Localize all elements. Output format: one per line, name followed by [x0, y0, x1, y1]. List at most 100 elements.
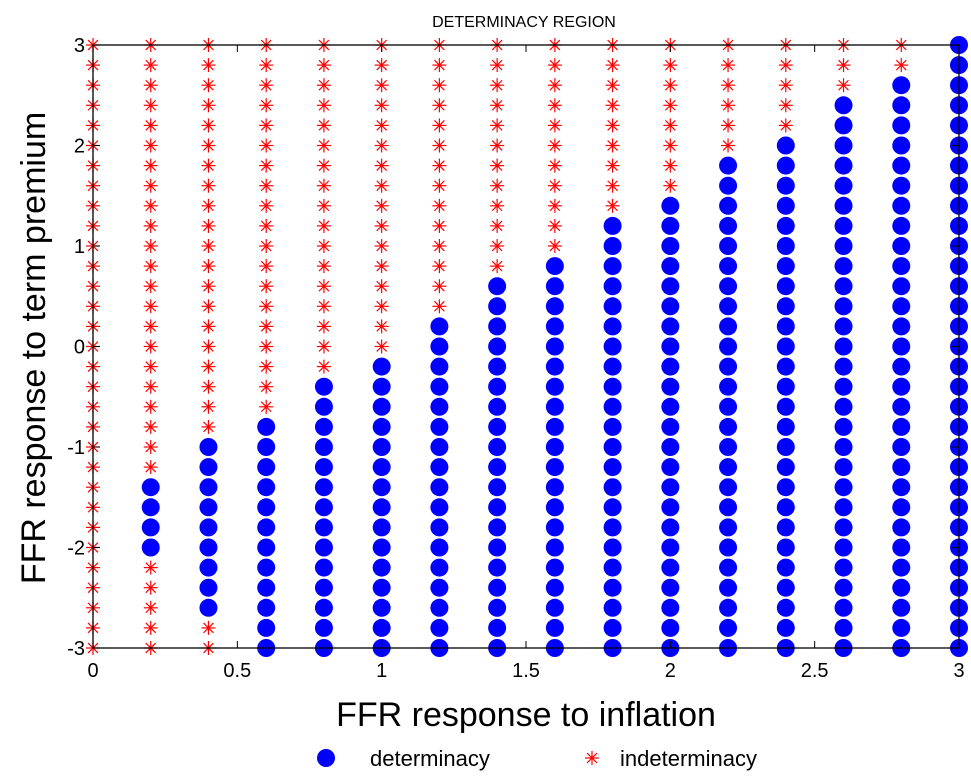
determinacy-point	[603, 518, 622, 537]
determinacy-point	[892, 176, 911, 195]
determinacy-point	[430, 377, 449, 396]
indeterminacy-point	[259, 58, 274, 73]
determinacy-point	[488, 538, 507, 557]
determinacy-point	[488, 578, 507, 597]
determinacy-point	[372, 377, 391, 396]
indeterminacy-point	[201, 299, 216, 314]
indeterminacy-point	[143, 600, 158, 615]
legend-determinacy-marker	[317, 749, 335, 767]
indeterminacy-point	[259, 138, 274, 153]
determinacy-point	[719, 417, 738, 436]
determinacy-point	[834, 277, 853, 296]
indeterminacy-point	[201, 58, 216, 73]
indeterminacy-point	[259, 359, 274, 374]
indeterminacy-point	[432, 218, 447, 233]
determinacy-point	[661, 618, 680, 637]
determinacy-point	[603, 478, 622, 497]
determinacy-point	[488, 317, 507, 336]
determinacy-point	[372, 458, 391, 477]
indeterminacy-point	[259, 218, 274, 233]
determinacy-point	[892, 558, 911, 577]
determinacy-point	[257, 498, 276, 517]
determinacy-point	[719, 196, 738, 215]
indeterminacy-point	[547, 58, 562, 73]
determinacy-point	[661, 257, 680, 276]
indeterminacy-point	[432, 259, 447, 274]
indeterminacy-point	[836, 78, 851, 93]
determinacy-point	[603, 438, 622, 456]
determinacy-point	[661, 458, 680, 477]
determinacy-point	[603, 237, 622, 255]
indeterminacy-point	[259, 98, 274, 113]
determinacy-point	[314, 377, 333, 396]
determinacy-point	[661, 277, 680, 296]
determinacy-point	[719, 317, 738, 336]
determinacy-point	[776, 237, 795, 255]
determinacy-point	[776, 478, 795, 497]
determinacy-point	[892, 96, 911, 115]
indeterminacy-point	[432, 98, 447, 113]
determinacy-point	[603, 417, 622, 436]
determinacy-point	[257, 438, 276, 456]
indeterminacy-point	[143, 259, 158, 274]
determinacy-point	[141, 498, 160, 517]
determinacy-point	[892, 136, 911, 155]
determinacy-point	[892, 458, 911, 477]
determinacy-point	[603, 257, 622, 276]
indeterminacy-point	[259, 379, 274, 394]
determinacy-point	[776, 136, 795, 155]
indeterminacy-point	[143, 580, 158, 595]
determinacy-point	[661, 216, 680, 235]
determinacy-point	[776, 578, 795, 597]
determinacy-point	[545, 518, 564, 537]
indeterminacy-point	[374, 279, 389, 294]
indeterminacy-point	[374, 218, 389, 233]
determinacy-point	[776, 377, 795, 396]
indeterminacy-point	[490, 78, 505, 93]
indeterminacy-point	[316, 58, 331, 73]
determinacy-point	[545, 438, 564, 456]
determinacy-point	[776, 618, 795, 637]
determinacy-point	[372, 438, 391, 456]
indeterminacy-point	[259, 319, 274, 334]
determinacy-point	[719, 558, 738, 577]
indeterminacy-point	[374, 178, 389, 193]
determinacy-point	[834, 337, 853, 356]
determinacy-point	[488, 498, 507, 517]
determinacy-point	[719, 357, 738, 376]
indeterminacy-point	[663, 118, 678, 133]
indeterminacy-point	[547, 178, 562, 193]
indeterminacy-point	[605, 178, 620, 193]
legend-indeterminacy-marker	[585, 751, 599, 765]
determinacy-point	[603, 618, 622, 637]
determinacy-point	[776, 297, 795, 316]
determinacy-point	[603, 538, 622, 557]
determinacy-point	[372, 397, 391, 416]
determinacy-point	[603, 377, 622, 396]
indeterminacy-point	[490, 138, 505, 153]
determinacy-point	[661, 196, 680, 215]
indeterminacy-point	[143, 58, 158, 73]
indeterminacy-point	[316, 138, 331, 153]
indeterminacy-point	[259, 158, 274, 173]
indeterminacy-point	[259, 239, 274, 253]
determinacy-point	[834, 518, 853, 537]
determinacy-point	[834, 397, 853, 416]
indeterminacy-point	[778, 98, 793, 113]
x-axis-label: FFR response to inflation	[336, 696, 716, 734]
determinacy-point	[372, 578, 391, 597]
indeterminacy-point	[259, 78, 274, 93]
indeterminacy-point	[143, 78, 158, 93]
determinacy-point	[834, 257, 853, 276]
determinacy-point	[834, 96, 853, 115]
determinacy-point	[776, 196, 795, 215]
determinacy-point	[892, 337, 911, 356]
determinacy-point	[776, 598, 795, 617]
determinacy-point	[141, 518, 160, 537]
indeterminacy-point	[605, 198, 620, 213]
y-tick-label: -3	[67, 638, 85, 660]
indeterminacy-point	[605, 118, 620, 133]
legend-indeterminacy-label: indeterminacy	[620, 746, 757, 771]
indeterminacy-point	[201, 239, 216, 253]
